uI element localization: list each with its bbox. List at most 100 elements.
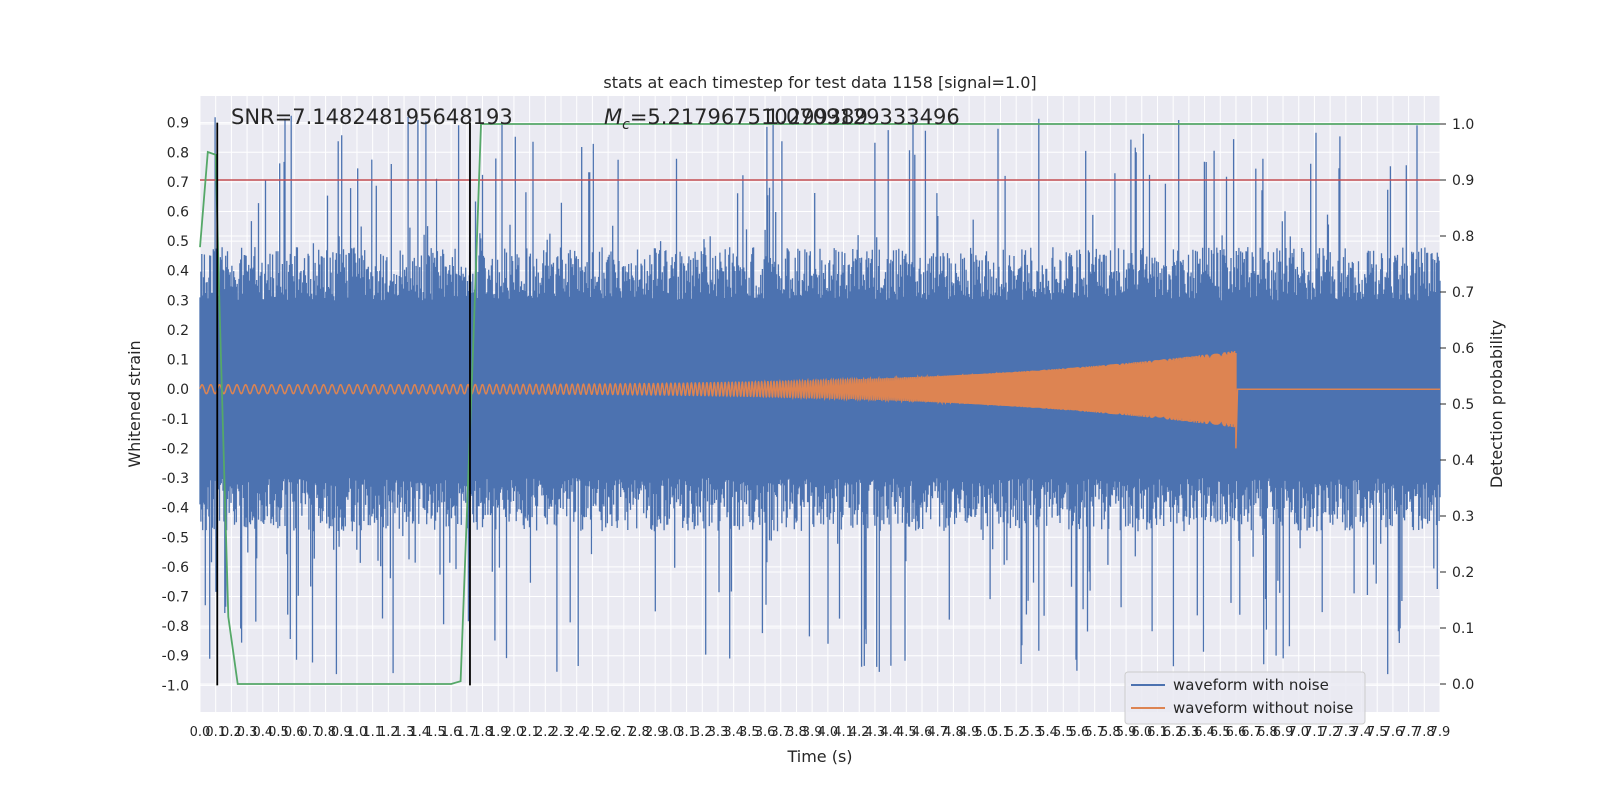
- x-tick-label: 7.9: [1430, 725, 1451, 740]
- x-tick-label: 3.2: [692, 725, 713, 740]
- y-tick-label-right: 0.2: [1452, 565, 1474, 581]
- x-tick-label: 6.5: [1210, 725, 1231, 740]
- snr-annotation: SNR=7.148248195648193: [231, 105, 513, 129]
- x-tick-label: 4.9: [959, 725, 980, 740]
- y-tick-label-left: 0.7: [167, 175, 189, 191]
- x-tick-label: 7.8: [1414, 725, 1435, 740]
- x-tick-label: 4.4: [880, 725, 901, 740]
- y-tick-label-left: -0.6: [162, 560, 189, 576]
- x-tick-label: 4.1: [833, 725, 854, 740]
- y-tick-label-left: 0.6: [167, 205, 189, 221]
- axes: 0.00.10.20.30.40.50.60.70.80.91.01.11.21…: [162, 116, 1475, 740]
- x-tick-label: 2.9: [645, 725, 666, 740]
- y-tick-label-left: 0.0: [167, 382, 189, 398]
- y-tick-label-left: -1.0: [162, 678, 189, 694]
- y-tick-label-left: -0.1: [162, 412, 189, 428]
- y-tick-label-left: -0.5: [162, 530, 189, 546]
- chirp-mass-annotation: Mc=5.217967510299389: [604, 105, 868, 133]
- x-tick-label: 3.9: [802, 725, 823, 740]
- x-tick-label: 4.0: [818, 725, 839, 740]
- legend-label-clean: waveform without noise: [1173, 699, 1353, 717]
- x-tick-label: 7.4: [1351, 725, 1372, 740]
- x-tick-label: 0.2: [221, 725, 242, 740]
- series-detection-probability: [199, 123, 1440, 685]
- x-tick-label: 7.0: [1288, 725, 1309, 740]
- x-tick-label: 2.5: [582, 725, 603, 740]
- x-tick-label: 3.3: [708, 725, 729, 740]
- x-tick-label: 1.2: [378, 725, 399, 740]
- x-tick-label: 2.8: [629, 725, 650, 740]
- x-tick-label: 5.9: [1116, 725, 1137, 740]
- y-tick-label-right: 0.9: [1452, 173, 1474, 189]
- y-tick-label-left: 0.2: [167, 323, 189, 339]
- x-tick-label: 2.4: [566, 725, 587, 740]
- y-tick-label-right: 1.0: [1452, 117, 1474, 133]
- x-tick-label: 3.5: [739, 725, 760, 740]
- x-tick-label: 6.0: [1131, 725, 1152, 740]
- x-tick-label: 2.2: [535, 725, 556, 740]
- y-tick-label-left: 0.4: [167, 264, 189, 280]
- x-tick-label: 4.8: [943, 725, 964, 740]
- y-tick-label-right: 0.7: [1452, 285, 1474, 301]
- x-tick-label: 5.0: [974, 725, 995, 740]
- y-tick-label-right: 0.6: [1452, 341, 1474, 357]
- x-tick-label: 0.0: [190, 725, 211, 740]
- x-tick-label: 6.9: [1273, 725, 1294, 740]
- legend: waveform with noise waveform without noi…: [1124, 671, 1366, 725]
- y-tick-label-right: 0.3: [1452, 509, 1474, 525]
- x-tick-label: 1.3: [394, 725, 415, 740]
- x-tick-label: 3.4: [723, 725, 744, 740]
- x-tick-label: 5.2: [1006, 725, 1027, 740]
- x-tick-label: 5.3: [1022, 725, 1043, 740]
- x-tick-label: 5.4: [1037, 725, 1058, 740]
- x-tick-label: 4.5: [896, 725, 917, 740]
- x-tick-label: 1.4: [409, 725, 430, 740]
- y-tick-label-right: 0.5: [1452, 397, 1474, 413]
- x-tick-label: 4.3: [865, 725, 886, 740]
- x-tick-label: 0.5: [268, 725, 289, 740]
- y-tick-label-left: 0.5: [167, 234, 189, 250]
- x-tick-label: 5.7: [1084, 725, 1105, 740]
- x-tick-label: 2.1: [519, 725, 540, 740]
- x-tick-label: 2.3: [551, 725, 572, 740]
- x-tick-label: 1.0: [347, 725, 368, 740]
- y-tick-label-right: 0.4: [1452, 453, 1474, 469]
- x-tick-label: 3.0: [661, 725, 682, 740]
- x-tick-label: 1.5: [425, 725, 446, 740]
- y-tick-label-left: 0.9: [167, 116, 189, 132]
- x-axis-label: Time (s): [786, 747, 852, 766]
- y-tick-label-left: -0.4: [162, 501, 189, 517]
- x-tick-label: 0.7: [300, 725, 321, 740]
- legend-box: [1124, 671, 1366, 725]
- x-tick-label: 7.7: [1398, 725, 1419, 740]
- x-tick-label: 1.9: [488, 725, 509, 740]
- x-tick-label: 4.6: [912, 725, 933, 740]
- x-tick-label: 2.0: [504, 725, 525, 740]
- x-tick-label: 7.6: [1383, 725, 1404, 740]
- x-tick-label: 3.7: [770, 725, 791, 740]
- x-tick-label: 6.7: [1241, 725, 1262, 740]
- x-tick-label: 6.8: [1257, 725, 1278, 740]
- x-tick-label: 2.6: [598, 725, 619, 740]
- x-tick-label: 1.1: [362, 725, 383, 740]
- y-tick-label-left: -0.8: [162, 619, 189, 635]
- x-tick-label: 0.3: [237, 725, 258, 740]
- y-tick-label-right: 0.8: [1452, 229, 1474, 245]
- x-tick-label: 7.5: [1367, 725, 1388, 740]
- x-tick-label: 1.8: [472, 725, 493, 740]
- y-tick-label-left: -0.2: [162, 441, 189, 457]
- x-tick-label: 7.2: [1320, 725, 1341, 740]
- x-tick-label: 3.1: [676, 725, 697, 740]
- x-tick-label: 5.6: [1069, 725, 1090, 740]
- x-tick-label: 0.8: [315, 725, 336, 740]
- x-tick-label: 6.2: [1163, 725, 1184, 740]
- x-tick-label: 1.7: [456, 725, 477, 740]
- y-tick-label-right: 0.1: [1452, 621, 1474, 637]
- x-tick-label: 0.9: [331, 725, 352, 740]
- x-tick-label: 6.4: [1194, 725, 1215, 740]
- plot-data: [199, 115, 1441, 686]
- x-tick-label: 0.1: [205, 725, 226, 740]
- series-waveform-without-noise: [199, 350, 1440, 449]
- x-tick-label: 6.6: [1226, 725, 1247, 740]
